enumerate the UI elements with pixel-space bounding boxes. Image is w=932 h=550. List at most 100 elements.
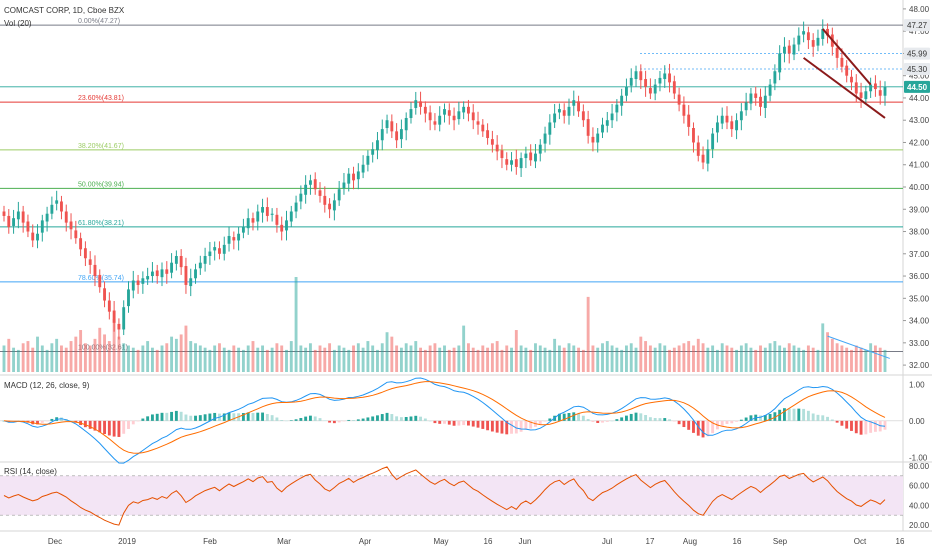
candle-body (16, 211, 20, 220)
volume-bar (347, 349, 351, 372)
volume-bar (227, 349, 231, 372)
rsi-line (3, 466, 886, 526)
candle-body (639, 71, 643, 81)
volume-bar (107, 341, 111, 372)
candle-body (500, 150, 504, 159)
candle-body (744, 102, 748, 111)
macd-histogram-bar (184, 414, 188, 421)
volume-bar (629, 343, 633, 372)
candle-body (280, 224, 284, 232)
macd-tick-label: -1.00 (909, 453, 928, 462)
macd-histogram-bar (356, 419, 360, 421)
macd-histogram-bar (328, 420, 332, 423)
x-axis-label: 16 (484, 537, 493, 546)
macd-histogram-bar (605, 420, 609, 422)
macd-histogram-bar (423, 418, 427, 421)
candle-body (318, 190, 322, 196)
candle-body (620, 95, 624, 106)
macd-histogram-bar (443, 420, 446, 424)
candle-body (572, 100, 576, 106)
candle-body (112, 310, 116, 323)
volume-bar (864, 349, 868, 372)
volume-bar (127, 345, 130, 372)
price-tick-label: 40.00 (909, 183, 930, 192)
volume-bar (74, 336, 78, 372)
volume-bar (294, 277, 298, 372)
volume-bar (519, 345, 523, 372)
macd-histogram-bar (581, 415, 585, 421)
candle-body (687, 114, 691, 127)
volume-bar (706, 347, 710, 372)
macd-histogram-bar (323, 420, 327, 421)
candle-body (524, 153, 528, 159)
macd-histogram-bar (677, 420, 681, 425)
volume-bar (64, 347, 68, 372)
volume-bar (773, 341, 777, 372)
volume-bar (376, 349, 379, 372)
volume-bar (601, 343, 604, 372)
volume-bar (213, 345, 217, 372)
candle-body (701, 154, 705, 163)
macd-histogram-bar (562, 413, 566, 421)
volume-bar (399, 347, 403, 372)
volume-bar (759, 345, 762, 372)
macd-histogram-bar (376, 415, 379, 421)
macd-histogram-bar (486, 420, 490, 431)
x-axis-label: Aug (683, 537, 697, 546)
volume-bar (447, 349, 451, 372)
x-axis-label: 17 (646, 537, 655, 546)
macd-histogram-bar (759, 415, 762, 421)
candle-body (323, 195, 327, 205)
volume-bar (505, 345, 509, 372)
volume-bar (534, 343, 537, 372)
volume-bar (112, 318, 116, 372)
candle-body (711, 133, 715, 150)
candle-body (490, 139, 494, 145)
macd-label: MACD (12, 26, close, 9) (4, 381, 90, 390)
candle-body (83, 248, 87, 259)
candle-body (40, 220, 44, 233)
volume-bar (605, 341, 609, 372)
volume-bar (648, 345, 652, 372)
candle-body (821, 28, 825, 39)
volume-bar (739, 345, 743, 372)
candle-body (385, 120, 389, 129)
volume-bar (275, 343, 279, 372)
candle-body (720, 115, 724, 124)
volume-bar (457, 345, 461, 372)
candle-body (150, 271, 154, 277)
candle-body (21, 211, 25, 223)
macd-histogram-bar (194, 415, 197, 421)
macd-histogram-bar (682, 420, 686, 428)
macd-histogram-bar (663, 418, 667, 421)
volume-bar (586, 296, 590, 372)
macd-histogram-bar (826, 416, 829, 421)
macd-tick-label: 0.00 (909, 417, 925, 426)
macd-histogram-bar (213, 412, 217, 421)
macd-histogram-bar (270, 415, 274, 421)
candle-body (160, 269, 164, 278)
signal-line (3, 381, 886, 454)
macd-histogram-bar (802, 408, 806, 421)
macd-histogram-bar (69, 420, 73, 422)
volume-bar (256, 347, 260, 372)
candle-body (347, 173, 351, 184)
candle-body (510, 160, 513, 165)
rsi-tick-label: 80.00 (909, 462, 930, 471)
candle-body (88, 259, 92, 265)
volume-bar (98, 327, 102, 372)
volume-bar (433, 343, 437, 372)
macd-histogram-bar (476, 420, 480, 428)
candle-body (64, 211, 68, 223)
volume-bar (672, 347, 676, 372)
macd-histogram-bar (739, 419, 743, 421)
macd-histogram-bar (141, 418, 145, 421)
candle-body (845, 65, 849, 76)
price-tag-box (904, 63, 930, 76)
macd-histogram-bar (873, 420, 877, 432)
volume-bar (883, 349, 887, 372)
candle-body (692, 128, 695, 143)
macd-histogram-bar (711, 420, 715, 434)
volume-bar (548, 349, 552, 372)
